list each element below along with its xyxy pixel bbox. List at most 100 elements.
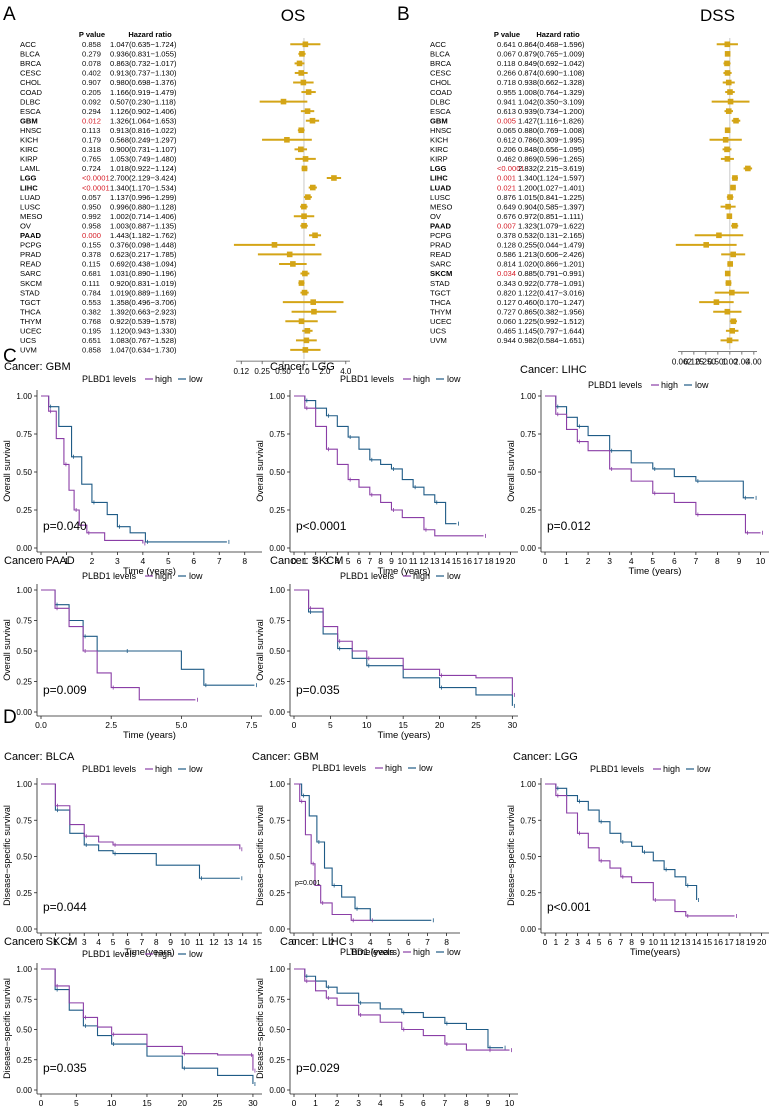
cancer-label: DLBC: [20, 97, 41, 106]
legend-low-label: low: [189, 764, 203, 774]
cancer-label: ESCA: [20, 107, 42, 116]
hr-marker: [716, 232, 722, 239]
hazard-ratio: 0.920(0.831−1.019): [110, 279, 177, 288]
x-tick-label: 15: [252, 937, 262, 947]
cancer-label: SKCM: [20, 279, 42, 288]
y-tick-label: 0.50: [269, 647, 285, 656]
km-p-value: p=0.029: [296, 1061, 340, 1075]
y-tick-label: 0.75: [269, 816, 285, 825]
legend-low-label: low: [447, 571, 461, 581]
p-value: 0.111: [82, 279, 100, 288]
y-tick-label: 1.00: [16, 392, 32, 401]
hazard-ratio: 0.460(0.170−1.247): [518, 298, 585, 307]
cancer-label: UVM: [430, 336, 447, 345]
y-tick-label: 0.75: [16, 617, 32, 626]
p-value: 0.001: [497, 174, 516, 183]
hazard-ratio: 1.323(1.079−1.622): [518, 221, 585, 230]
hazard-ratio: 0.885(0.791−0.991): [518, 269, 585, 278]
hr-marker: [745, 165, 751, 172]
hazard-ratio: 0.864(0.468−1.596): [518, 40, 585, 49]
hr-marker: [311, 308, 317, 315]
km-title: Cancer: BLCA: [4, 751, 75, 763]
x-tick-label: 4: [140, 556, 145, 566]
x-tick-label: 7: [367, 556, 372, 566]
hr-marker: [725, 203, 731, 210]
x-tick-label: 1.0: [298, 367, 310, 376]
cancer-label: UCS: [20, 336, 36, 345]
hazard-ratio: 1.166(0.919−1.479): [110, 88, 177, 97]
km-p-value: p=0.044: [43, 900, 87, 914]
x-tick-label: 0.062: [672, 358, 693, 367]
p-value: 0.127: [497, 298, 516, 307]
hazard-ratio: 0.939(0.734−1.200): [518, 107, 585, 116]
p-value: <0.0001: [82, 183, 110, 192]
cancer-label: CHOL: [430, 78, 451, 87]
hazard-ratio: 0.922(0.539−1.578): [110, 317, 177, 326]
x-tick-label: 5: [597, 937, 602, 947]
x-tick-label: 15: [703, 937, 713, 947]
p-value: 0.382: [82, 307, 101, 316]
y-tick-label: 0.25: [269, 678, 285, 687]
hr-marker: [286, 251, 293, 258]
x-tick-label: 19: [495, 556, 505, 566]
p-value: 0.195: [82, 327, 101, 336]
x-tick-label: 2: [67, 937, 72, 947]
x-tick-label: 2: [90, 556, 95, 566]
x-tick-label: 6: [421, 1098, 426, 1106]
y-tick-label: 0.00: [520, 925, 536, 934]
p-value: 0.021: [497, 183, 516, 192]
cancer-label: ACC: [20, 40, 37, 49]
cancer-label: SKCM: [430, 269, 452, 278]
y-tick-label: 1.00: [520, 392, 536, 401]
hr-marker: [733, 117, 739, 124]
y-tick-label: 0.25: [16, 506, 32, 515]
y-tick-label: 0.25: [520, 889, 536, 898]
x-tick-label: 1: [313, 1098, 318, 1106]
hazard-ratio: 1.047(0.634−1.730): [110, 346, 177, 355]
cancer-label: UCEC: [20, 327, 42, 336]
legend-high-label: high: [155, 764, 172, 774]
x-tick-label: 5: [387, 937, 392, 947]
hr-marker: [301, 289, 308, 296]
hr-marker: [302, 270, 308, 277]
cancer-label: PRAD: [430, 241, 452, 250]
legend-low-label: low: [697, 764, 711, 774]
p-value: 0.941: [497, 97, 516, 106]
x-tick-label: 8: [378, 556, 383, 566]
hr-marker: [300, 79, 307, 86]
hazard-ratio: 0.913(0.737−1.130): [110, 69, 177, 78]
hazard-ratio: 2.700(2.129−3.424): [110, 174, 177, 183]
hr-marker: [730, 318, 737, 325]
x-tick-label: 3: [115, 556, 120, 566]
hr-marker: [722, 137, 729, 143]
x-tick-label: 20: [757, 937, 767, 947]
p-value: 0.649: [497, 202, 516, 211]
hazard-ratio: 0.692(0.438−1.094): [110, 260, 177, 269]
hazard-ratio: 0.507(0.230−1.118): [110, 97, 176, 106]
y-tick-label: 1.00: [16, 780, 32, 789]
legend-low-label: low: [419, 763, 433, 773]
y-tick-label: 0.50: [16, 647, 32, 656]
y-tick-label: 0.75: [269, 430, 285, 439]
y-tick-label: 0.50: [269, 853, 285, 862]
x-tick-label: 11: [660, 937, 669, 947]
x-axis-title: Time (years): [123, 566, 176, 577]
cancer-label: THYM: [430, 307, 452, 316]
x-tick-label: 7: [443, 1098, 448, 1106]
cancer-label: PCPG: [430, 231, 452, 240]
x-tick-label: 6: [357, 556, 362, 566]
cancer-label: LUSC: [430, 193, 451, 202]
km-p-value: p<0.0001: [296, 519, 347, 533]
x-tick-label: 14: [692, 937, 702, 947]
hazard-ratio: 1.340(1.124−1.597): [518, 174, 585, 183]
x-tick-label: 14: [441, 556, 451, 566]
x-tick-label: 6: [608, 937, 613, 947]
x-tick-label: 2.00: [734, 358, 750, 367]
panel-letter: B: [397, 4, 410, 25]
x-tick-label: 9: [168, 937, 173, 947]
x-tick-label: 1: [311, 937, 316, 947]
hazard-ratio: 1.042(0.350−3.109): [518, 97, 585, 106]
hr-marker: [301, 213, 307, 219]
hr-marker: [724, 51, 731, 57]
